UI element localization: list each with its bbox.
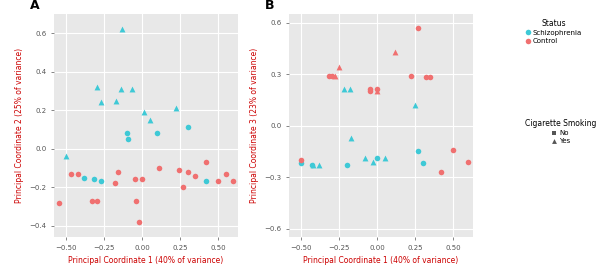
- Point: [130, 177, 139, 182]
- Point: [391, 49, 400, 54]
- Point: [373, 87, 382, 92]
- Point: [365, 89, 374, 93]
- Point: [229, 179, 238, 184]
- Point: [201, 179, 211, 184]
- Point: [373, 156, 382, 160]
- Point: [54, 200, 64, 205]
- Point: [92, 85, 101, 89]
- Point: [413, 25, 423, 30]
- Point: [406, 74, 415, 78]
- Point: [410, 103, 420, 107]
- Point: [97, 100, 106, 105]
- Point: [201, 160, 211, 164]
- Point: [139, 110, 149, 114]
- Point: [413, 149, 423, 153]
- Point: [131, 198, 141, 203]
- Point: [307, 163, 317, 167]
- Point: [191, 173, 200, 178]
- Point: [124, 137, 133, 141]
- Point: [137, 177, 147, 182]
- Point: [345, 87, 355, 92]
- Point: [97, 179, 106, 184]
- Point: [80, 175, 89, 180]
- Point: [145, 117, 155, 122]
- Point: [380, 156, 389, 160]
- Point: [118, 27, 127, 32]
- X-axis label: Principal Coordinate 1 (40% of variance): Principal Coordinate 1 (40% of variance): [304, 256, 458, 265]
- Point: [368, 159, 377, 164]
- Y-axis label: Principal Coordinate 3 (23% of variance): Principal Coordinate 3 (23% of variance): [250, 48, 259, 203]
- Point: [174, 168, 184, 172]
- Legend: No, Yes: No, Yes: [524, 118, 598, 146]
- Point: [112, 98, 121, 103]
- X-axis label: Principal Coordinate 1 (40% of variance): Principal Coordinate 1 (40% of variance): [68, 256, 224, 265]
- Point: [360, 156, 370, 160]
- Point: [324, 74, 334, 78]
- Point: [154, 166, 164, 170]
- Point: [464, 159, 473, 164]
- Point: [122, 131, 132, 136]
- Point: [74, 171, 83, 176]
- Point: [89, 177, 98, 182]
- Point: [339, 87, 349, 92]
- Point: [365, 87, 374, 92]
- Point: [436, 170, 446, 174]
- Text: A: A: [30, 0, 40, 12]
- Point: [214, 179, 223, 184]
- Point: [308, 163, 318, 167]
- Point: [327, 74, 337, 78]
- Point: [87, 198, 97, 203]
- Point: [314, 163, 324, 167]
- Point: [330, 74, 340, 78]
- Point: [66, 171, 76, 176]
- Point: [296, 161, 306, 165]
- Point: [342, 163, 352, 167]
- Point: [296, 158, 306, 162]
- Point: [448, 147, 458, 152]
- Point: [127, 87, 136, 91]
- Point: [110, 181, 119, 186]
- Point: [134, 220, 144, 224]
- Text: B: B: [265, 0, 275, 12]
- Point: [421, 75, 431, 80]
- Point: [183, 170, 193, 174]
- Point: [347, 135, 356, 140]
- Point: [183, 125, 193, 130]
- Point: [425, 75, 435, 80]
- Point: [221, 171, 230, 176]
- Point: [61, 154, 71, 158]
- Point: [418, 161, 428, 165]
- Point: [178, 185, 188, 189]
- Y-axis label: Principal Coordinate 2 (25% of variance): Principal Coordinate 2 (25% of variance): [15, 48, 24, 203]
- Point: [152, 131, 162, 136]
- Point: [334, 65, 344, 69]
- Point: [113, 170, 122, 174]
- Point: [171, 106, 181, 110]
- Point: [373, 89, 382, 93]
- Point: [116, 87, 125, 91]
- Point: [92, 198, 101, 203]
